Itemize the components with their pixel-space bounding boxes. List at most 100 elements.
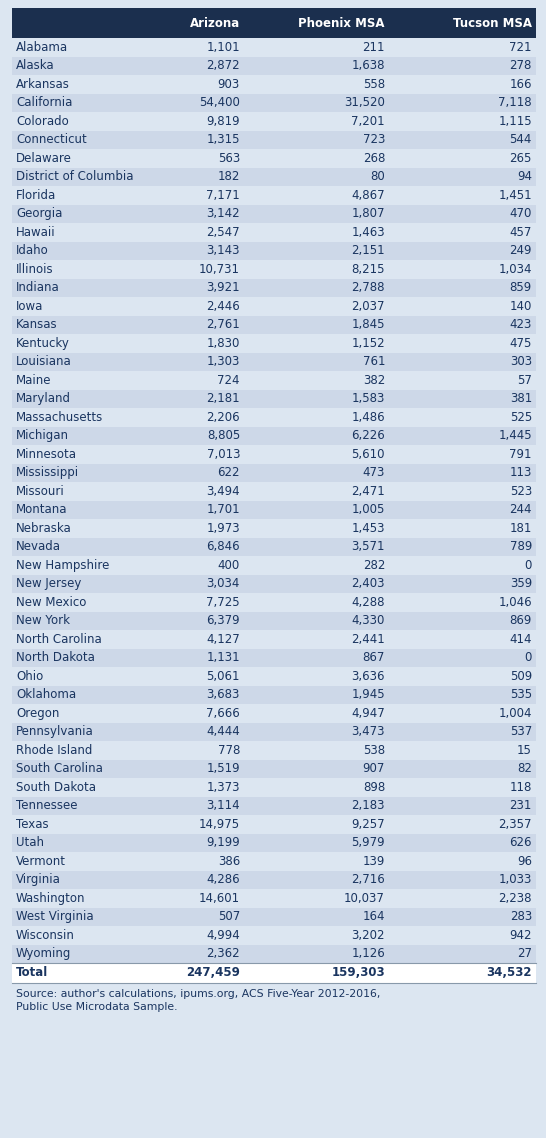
Text: West Virginia: West Virginia xyxy=(16,910,93,923)
Text: 8,805: 8,805 xyxy=(207,429,240,443)
Text: 247,459: 247,459 xyxy=(186,966,240,980)
Bar xyxy=(12,556,536,575)
Text: 1,373: 1,373 xyxy=(206,781,240,793)
Text: Maine: Maine xyxy=(16,373,51,387)
Text: 9,257: 9,257 xyxy=(352,818,385,831)
Text: 1,453: 1,453 xyxy=(352,521,385,535)
Text: Oregon: Oregon xyxy=(16,707,60,719)
Text: 563: 563 xyxy=(218,151,240,165)
Text: Tennessee: Tennessee xyxy=(16,799,78,813)
Text: Massachusetts: Massachusetts xyxy=(16,411,103,423)
Text: 1,004: 1,004 xyxy=(498,707,532,719)
Bar xyxy=(12,8,536,38)
Text: Phoenix MSA: Phoenix MSA xyxy=(299,16,385,30)
Text: 2,206: 2,206 xyxy=(206,411,240,423)
Text: 4,330: 4,330 xyxy=(352,615,385,627)
Bar xyxy=(12,815,536,833)
Text: 903: 903 xyxy=(218,77,240,91)
Bar xyxy=(12,667,536,685)
Bar xyxy=(12,519,536,537)
Text: Hawaii: Hawaii xyxy=(16,225,56,239)
Text: Rhode Island: Rhode Island xyxy=(16,744,92,757)
Text: 2,872: 2,872 xyxy=(206,59,240,72)
Bar xyxy=(12,427,536,445)
Bar xyxy=(12,241,536,259)
Text: 282: 282 xyxy=(363,559,385,571)
Text: California: California xyxy=(16,97,73,109)
Text: Minnesota: Minnesota xyxy=(16,447,77,461)
Text: 14,601: 14,601 xyxy=(199,892,240,905)
Text: Missouri: Missouri xyxy=(16,485,65,497)
Text: Michigan: Michigan xyxy=(16,429,69,443)
Bar xyxy=(12,389,536,409)
Text: 211: 211 xyxy=(363,41,385,53)
Text: 3,494: 3,494 xyxy=(206,485,240,497)
Text: 54,400: 54,400 xyxy=(199,97,240,109)
Bar xyxy=(12,463,536,483)
Bar xyxy=(12,259,536,279)
Bar xyxy=(12,630,536,649)
Text: 94: 94 xyxy=(517,171,532,183)
Text: 4,127: 4,127 xyxy=(206,633,240,645)
Text: 535: 535 xyxy=(510,688,532,701)
Text: 1,152: 1,152 xyxy=(352,337,385,349)
Text: 244: 244 xyxy=(509,503,532,517)
Bar xyxy=(12,167,536,185)
Text: 778: 778 xyxy=(218,744,240,757)
Text: 723: 723 xyxy=(363,133,385,147)
Text: 7,013: 7,013 xyxy=(206,447,240,461)
Text: Florida: Florida xyxy=(16,189,56,201)
Text: Mississippi: Mississippi xyxy=(16,467,79,479)
Text: 166: 166 xyxy=(509,77,532,91)
Text: 1,101: 1,101 xyxy=(206,41,240,53)
Text: 558: 558 xyxy=(363,77,385,91)
Text: 1,845: 1,845 xyxy=(352,319,385,331)
Text: 898: 898 xyxy=(363,781,385,793)
Bar xyxy=(12,333,536,353)
Text: 869: 869 xyxy=(509,615,532,627)
Text: 1,445: 1,445 xyxy=(498,429,532,443)
Text: 6,379: 6,379 xyxy=(206,615,240,627)
Text: 15: 15 xyxy=(517,744,532,757)
Text: 907: 907 xyxy=(363,762,385,775)
Text: 3,921: 3,921 xyxy=(206,281,240,295)
Text: 2,357: 2,357 xyxy=(498,818,532,831)
Bar xyxy=(12,685,536,704)
Text: 400: 400 xyxy=(218,559,240,571)
Text: 7,666: 7,666 xyxy=(206,707,240,719)
Text: 7,171: 7,171 xyxy=(206,189,240,201)
Text: 473: 473 xyxy=(363,467,385,479)
Bar xyxy=(12,723,536,741)
Text: 1,973: 1,973 xyxy=(206,521,240,535)
Text: 10,037: 10,037 xyxy=(344,892,385,905)
Bar xyxy=(12,223,536,241)
Text: 0: 0 xyxy=(525,651,532,665)
Text: 1,005: 1,005 xyxy=(352,503,385,517)
Text: 159,303: 159,303 xyxy=(331,966,385,980)
Text: 622: 622 xyxy=(217,467,240,479)
Text: 523: 523 xyxy=(510,485,532,497)
Text: 507: 507 xyxy=(218,910,240,923)
Text: 2,471: 2,471 xyxy=(351,485,385,497)
Text: 5,610: 5,610 xyxy=(352,447,385,461)
Text: 1,126: 1,126 xyxy=(351,947,385,960)
Text: 4,444: 4,444 xyxy=(206,725,240,739)
Text: 1,451: 1,451 xyxy=(498,189,532,201)
Text: 470: 470 xyxy=(509,207,532,221)
Text: 2,403: 2,403 xyxy=(352,577,385,591)
Text: 2,183: 2,183 xyxy=(352,799,385,813)
Text: 761: 761 xyxy=(363,355,385,369)
Text: Wyoming: Wyoming xyxy=(16,947,72,960)
Text: Arizona: Arizona xyxy=(190,16,240,30)
Text: 2,788: 2,788 xyxy=(352,281,385,295)
Text: 182: 182 xyxy=(218,171,240,183)
Text: Connecticut: Connecticut xyxy=(16,133,87,147)
Text: 544: 544 xyxy=(509,133,532,147)
Text: 2,446: 2,446 xyxy=(206,299,240,313)
Text: 1,701: 1,701 xyxy=(206,503,240,517)
Text: 303: 303 xyxy=(510,355,532,369)
Text: 10,731: 10,731 xyxy=(199,263,240,275)
Bar xyxy=(12,75,536,93)
Text: Vermont: Vermont xyxy=(16,855,66,868)
Text: Virginia: Virginia xyxy=(16,873,61,887)
